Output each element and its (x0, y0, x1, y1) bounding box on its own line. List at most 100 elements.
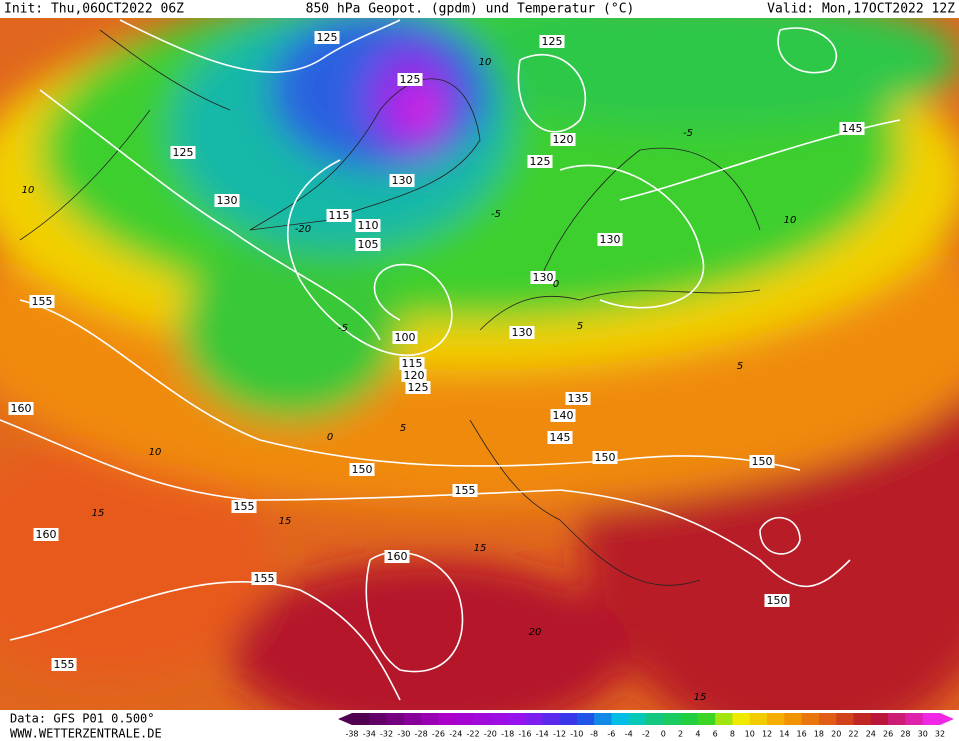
colorbar-tick-label: -26 (432, 730, 445, 739)
geopotential-label: 125 (317, 31, 338, 44)
colorbar-tick-label: -12 (553, 730, 566, 739)
colorbar-segment (438, 713, 457, 725)
temperature-label: -20 (295, 224, 311, 235)
colorbar-segment (507, 713, 526, 725)
label-box (452, 484, 478, 497)
label-box (839, 122, 865, 135)
colorbar-tick-label: 30 (918, 730, 928, 739)
geopotential-label: 130 (392, 174, 413, 187)
temperature-label: 0 (327, 432, 333, 443)
colorbar-tick-label: -14 (536, 730, 549, 739)
colorbar-segment (559, 713, 578, 725)
geopotential-label: 115 (329, 209, 350, 222)
geopotential-label: 155 (32, 295, 53, 308)
coastlines (19, 29, 761, 586)
geopotential-label: 115 (402, 357, 423, 370)
colorbar-tick-label: 12 (762, 730, 772, 739)
geopotential-label: 125 (173, 146, 194, 159)
colorbar-arrow (338, 713, 352, 725)
geopotential-label: 130 (533, 271, 554, 284)
geopotential-label: 125 (542, 35, 563, 48)
label-box (392, 331, 418, 344)
geopotential-label: 150 (752, 455, 773, 468)
geopotential-label: 150 (767, 594, 788, 607)
colorbar-tick-label: 6 (713, 730, 718, 739)
colorbar-tick-label: 26 (883, 730, 893, 739)
label-box (33, 528, 59, 541)
temperature-label: -5 (338, 323, 348, 334)
colorbar-tick-label: 28 (900, 730, 910, 739)
colorbar-segment (680, 713, 699, 725)
colorbar-tick-label: -2 (642, 730, 650, 739)
label-box (539, 35, 565, 48)
header-bar (0, 0, 959, 18)
colorbar-tick-label: 2 (678, 730, 683, 739)
temperature-label: 5 (577, 321, 583, 332)
colorbar-segment (594, 713, 612, 725)
label-box (565, 392, 591, 405)
colorbar-segment (870, 713, 889, 725)
label-box (384, 550, 410, 563)
geopotential-label: 155 (455, 484, 476, 497)
label-box (592, 451, 618, 464)
colorbar-tick-label: -4 (625, 730, 633, 739)
temperature-label: -5 (491, 209, 501, 220)
geopotential-label: 145 (550, 431, 571, 444)
colorbar-tick-label: 0 (661, 730, 666, 739)
map-title: 850 hPa Geopot. (gpdm) und Temperatur (°… (306, 2, 635, 17)
label-box (509, 326, 535, 339)
colorbar-tick-label: -34 (363, 730, 376, 739)
colorbar-segment (576, 713, 595, 725)
label-box (527, 155, 553, 168)
geopotential-label: 125 (400, 73, 421, 86)
label-box (530, 271, 556, 284)
geopotential-label: 100 (395, 331, 416, 344)
colorbar-segment (853, 713, 872, 725)
geopotential-label: 155 (254, 572, 275, 585)
label-box (397, 73, 423, 86)
colorbar-tick-label: -20 (484, 730, 497, 739)
geopotential-label: 110 (358, 219, 379, 232)
geopotential-label: 125 (408, 381, 429, 394)
colorbar-tick-label: 10 (745, 730, 755, 739)
geopotential-label: 105 (358, 238, 379, 251)
geopotential-label: 130 (512, 326, 533, 339)
colorbar-tick-label: -10 (570, 730, 583, 739)
colorbar-segment (732, 713, 751, 725)
colorbar-segment (888, 713, 906, 725)
label-box (355, 219, 381, 232)
colorbar-segment (663, 713, 682, 725)
colorbar-arrow (940, 713, 954, 725)
temperature-label: 15 (92, 508, 105, 519)
colorbar-segment (542, 713, 561, 725)
valid-time: Valid: Mon,17OCT2022 12Z (767, 2, 955, 17)
geopotential-label: 160 (36, 528, 57, 541)
label-box (764, 594, 790, 607)
colorbar-tick-label: -38 (345, 730, 358, 739)
geopotential-label: 130 (600, 233, 621, 246)
colorbar-segment (801, 713, 820, 725)
data-source: Data: GFS P01 0.500° (10, 712, 155, 726)
label-box (405, 381, 431, 394)
geopotential-label: 140 (553, 409, 574, 422)
label-box (326, 209, 352, 222)
colorbar-segment (905, 713, 924, 725)
colorbar-tick-label: 18 (814, 730, 824, 739)
colorbar-segment (836, 713, 855, 725)
label-box (389, 174, 415, 187)
label-box (547, 431, 573, 444)
colorbar-segment (386, 713, 405, 725)
label-box (314, 31, 340, 44)
label-box (8, 402, 34, 415)
label-box (214, 194, 240, 207)
colorbar: -38 -34 -32 -30 -28 -26 -24 -22 -20 -18 -16 -14 -12-… (338, 713, 954, 739)
colorbar-tick-label: -24 (449, 730, 462, 739)
label-box (251, 572, 277, 585)
colorbar-segment (403, 713, 422, 725)
colorbar-segment (473, 713, 491, 725)
temperature-label: 10 (22, 185, 35, 196)
label-box (231, 500, 257, 513)
temperature-label: 15 (694, 692, 707, 703)
